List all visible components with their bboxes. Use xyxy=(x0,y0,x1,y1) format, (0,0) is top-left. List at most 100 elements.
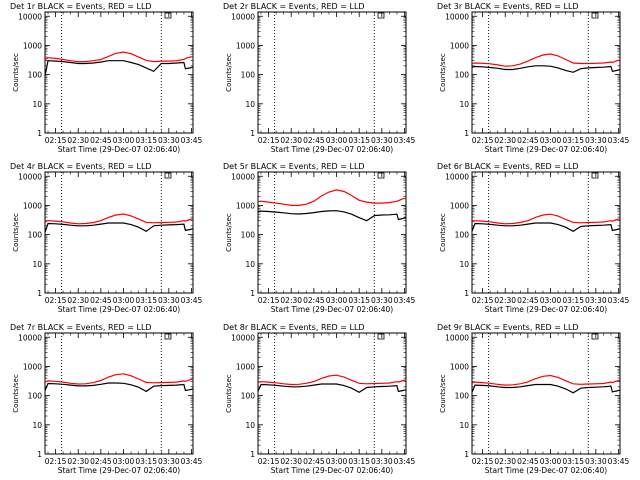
x-tick-label: 03:00 xyxy=(113,136,135,145)
x-tick-label: 02:30 xyxy=(67,136,89,145)
x-axis-label: Start Time (29-Dec-07 02:06:40) xyxy=(58,466,180,475)
y-axis-label: Counts/sec xyxy=(439,53,447,92)
chart-panel-3: Det 3r BLACK = Events, RED = LLD 1 10 100 10… xyxy=(437,2,630,154)
y-tick-label: 100 xyxy=(455,71,470,80)
y-tick-label: 100 xyxy=(455,231,470,240)
x-tick-label: 02:15 xyxy=(472,457,494,466)
series-line-events xyxy=(257,210,407,222)
series-line-events xyxy=(44,382,194,393)
chart-panel-2: Det 2r BLACK = Events, RED = LLD 1 10 100 10… xyxy=(223,2,416,154)
x-tick-label: 03:30 xyxy=(371,296,393,305)
y-tick-label: 10 xyxy=(459,421,469,430)
x-axis-label: Start Time (29-Dec-07 02:06:40) xyxy=(271,145,393,154)
y-tick-label: 1 xyxy=(250,450,255,459)
x-tick-label: 02:45 xyxy=(303,136,325,145)
y-tick-label: 1 xyxy=(250,289,255,298)
x-tick-label: 02:45 xyxy=(90,296,112,305)
series-line-lld xyxy=(44,373,194,385)
x-tick-label: 03:15 xyxy=(562,457,584,466)
chart-title: Det 4r BLACK = Events, RED = LLD xyxy=(10,162,152,171)
x-tick-label: 03:30 xyxy=(158,296,180,305)
y-tick-label: 1 xyxy=(37,289,42,298)
x-tick-label: 03:45 xyxy=(394,457,416,466)
x-tick-label: 02:45 xyxy=(517,296,539,305)
plot-frame xyxy=(471,332,621,455)
y-axis-label: Counts/sec xyxy=(225,213,233,252)
y-tick-label: 1 xyxy=(464,129,469,138)
x-tick-label: 03:45 xyxy=(394,136,416,145)
x-tick-label: 03:00 xyxy=(113,296,135,305)
x-tick-label: 03:15 xyxy=(135,136,157,145)
y-tick-label: 10 xyxy=(32,260,42,269)
y-tick-label: 1 xyxy=(37,129,42,138)
y-axis-label: Counts/sec xyxy=(225,53,233,92)
x-tick-label: 03:45 xyxy=(181,136,203,145)
y-tick-label: 1000 xyxy=(23,201,42,210)
x-tick-label: 03:30 xyxy=(158,457,180,466)
chart-title: Det 5r BLACK = Events, RED = LLD xyxy=(223,162,365,171)
chart-title: Det 2r BLACK = Events, RED = LLD xyxy=(223,2,365,11)
series-line-lld xyxy=(257,189,407,206)
series-line-events xyxy=(257,383,407,393)
y-tick-label: 1 xyxy=(464,450,469,459)
y-tick-label: 10 xyxy=(32,100,42,109)
x-tick-label: 02:30 xyxy=(494,136,516,145)
x-tick-label: 02:15 xyxy=(45,457,67,466)
plot-frame xyxy=(471,171,621,294)
x-tick-label: 02:15 xyxy=(45,296,67,305)
y-tick-label: 1000 xyxy=(236,362,255,371)
y-tick-label: 10 xyxy=(32,421,42,430)
y-axis-label: Counts/sec xyxy=(12,374,20,413)
y-tick-label: 10 xyxy=(245,421,255,430)
x-tick-label: 02:15 xyxy=(45,136,67,145)
x-tick-label: 03:45 xyxy=(608,136,630,145)
x-tick-label: 02:30 xyxy=(67,457,89,466)
x-axis-label: Start Time (29-Dec-07 02:06:40) xyxy=(485,145,607,154)
chart-panel-1: Det 1r BLACK = Events, RED = LLD 1 10 100 10… xyxy=(10,2,203,154)
series-line-events xyxy=(471,65,621,73)
x-tick-label: 03:00 xyxy=(540,136,562,145)
plot-frame xyxy=(44,332,194,455)
plot-frame xyxy=(257,171,407,294)
y-axis-label: Counts/sec xyxy=(439,213,447,252)
plot-frame xyxy=(257,11,407,134)
y-tick-label: 10000 xyxy=(231,333,255,342)
series-line-lld xyxy=(471,53,621,67)
y-tick-label: 1000 xyxy=(450,201,469,210)
attenuator-marker xyxy=(591,333,599,340)
y-tick-label: 10 xyxy=(459,260,469,269)
chart-title: Det 8r BLACK = Events, RED = LLD xyxy=(223,323,365,332)
y-tick-label: 10 xyxy=(459,100,469,109)
attenuator-marker xyxy=(377,12,385,19)
attenuator-marker xyxy=(164,172,172,179)
y-tick-label: 1000 xyxy=(450,41,469,50)
x-tick-label: 02:45 xyxy=(517,136,539,145)
y-tick-label: 10000 xyxy=(231,172,255,181)
x-tick-label: 03:00 xyxy=(540,457,562,466)
x-tick-label: 03:00 xyxy=(540,296,562,305)
y-tick-label: 1 xyxy=(37,450,42,459)
x-tick-label: 03:00 xyxy=(326,296,348,305)
x-tick-label: 03:30 xyxy=(585,296,607,305)
series-line-lld xyxy=(471,213,621,225)
x-tick-label: 02:30 xyxy=(494,457,516,466)
plot-frame xyxy=(471,11,621,134)
x-axis-label: Start Time (29-Dec-07 02:06:40) xyxy=(271,466,393,475)
x-tick-label: 03:45 xyxy=(608,457,630,466)
series-line-events xyxy=(471,383,621,394)
y-tick-label: 10000 xyxy=(231,12,255,21)
y-tick-label: 10000 xyxy=(445,12,469,21)
chart-panel-7: Det 7r BLACK = Events, RED = LLD 1 10 100 10… xyxy=(10,323,203,475)
x-tick-label: 03:45 xyxy=(181,296,203,305)
x-tick-label: 03:15 xyxy=(348,296,370,305)
x-tick-label: 03:00 xyxy=(326,457,348,466)
x-tick-label: 02:15 xyxy=(258,457,280,466)
attenuator-marker xyxy=(591,12,599,19)
chart-panel-4: Det 4r BLACK = Events, RED = LLD 1 10 100 10… xyxy=(10,162,203,314)
x-tick-label: 03:30 xyxy=(371,457,393,466)
x-tick-label: 02:45 xyxy=(517,457,539,466)
x-tick-label: 02:15 xyxy=(258,136,280,145)
x-tick-label: 03:30 xyxy=(585,457,607,466)
series-line-lld xyxy=(471,374,621,386)
